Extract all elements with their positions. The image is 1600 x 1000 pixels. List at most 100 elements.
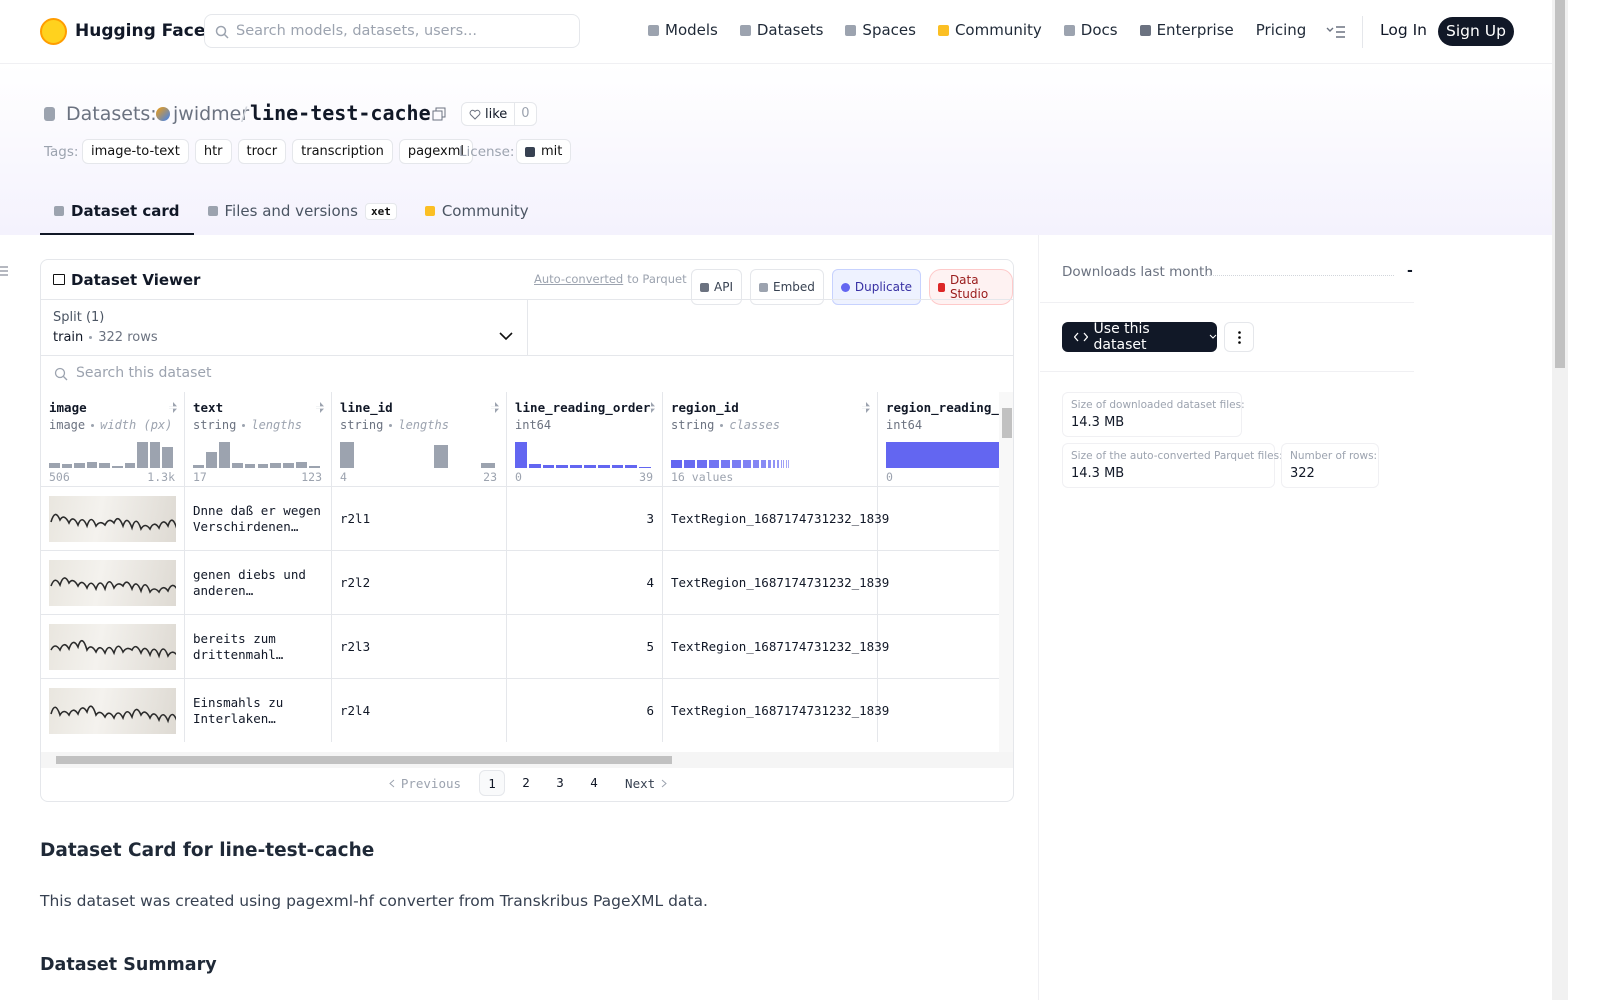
like-label: like — [485, 106, 508, 122]
tab[interactable]: Community — [411, 189, 543, 233]
chevron-path — [389, 779, 395, 787]
tabs: Dataset card Files and versions xet Communi… — [40, 189, 543, 235]
histogram-bar — [61, 464, 73, 468]
histogram — [515, 438, 653, 468]
nav-link[interactable]: Community — [937, 21, 1042, 39]
v-scrollbar[interactable] — [999, 392, 1013, 752]
histogram-bar — [283, 462, 295, 468]
section[interactable]: Datasets: — [66, 103, 157, 125]
page[interactable]: 3 — [556, 775, 564, 790]
previous[interactable]: Previous — [389, 776, 461, 791]
chevron[interactable] — [499, 332, 513, 341]
line-image[interactable] — [49, 623, 176, 670]
histogram-bar — [611, 464, 624, 468]
sort-icon[interactable] — [647, 402, 655, 413]
class-segment — [732, 460, 742, 468]
action-label: API — [714, 280, 733, 294]
login[interactable]: Log In — [1380, 21, 1428, 39]
column-type: string lengths — [340, 418, 498, 432]
stat-label: Number of rows: — [1290, 450, 1378, 462]
card-title: Dataset Card for line-test-cache — [40, 840, 375, 861]
like-count: 0 — [514, 103, 535, 125]
sort-icon[interactable] — [491, 402, 499, 413]
histogram-bar — [270, 462, 282, 468]
signup[interactable]: Sign Up — [1438, 17, 1514, 46]
use-dataset[interactable]: Use this dataset — [1062, 321, 1217, 353]
cell-value: 6 — [646, 703, 654, 718]
tag[interactable]: pagexml — [398, 139, 474, 164]
line-image[interactable] — [49, 495, 176, 542]
column-name[interactable]: text — [193, 400, 224, 415]
tag[interactable]: trocr — [237, 139, 287, 164]
nav-icon — [739, 24, 751, 36]
divider — [41, 355, 1013, 356]
line-image[interactable] — [49, 687, 176, 734]
chevron — [389, 779, 395, 787]
sort-icon[interactable] — [862, 402, 870, 413]
viewer-action[interactable]: Embed — [749, 269, 824, 305]
nav-link[interactable]: Models — [648, 21, 718, 39]
chevron-path — [661, 779, 667, 787]
page-scrollbar[interactable] — [1552, 0, 1568, 1000]
h-scrollbar[interactable] — [41, 752, 1013, 768]
more-button[interactable] — [1224, 322, 1254, 352]
dataset-search[interactable]: Search this dataset — [76, 365, 212, 381]
tab[interactable]: Dataset card — [40, 189, 194, 235]
nav-link-label: Docs — [1080, 21, 1118, 39]
page[interactable]: 2 — [522, 775, 530, 790]
tag[interactable]: htr — [194, 139, 232, 164]
auto-converted[interactable]: Auto-converted — [534, 272, 624, 286]
nav-link-label: Models — [665, 21, 718, 39]
tag[interactable]: transcription — [292, 139, 393, 164]
histogram-bar — [481, 462, 495, 468]
chevron — [661, 779, 667, 787]
sort-icon[interactable] — [316, 402, 324, 413]
column-name[interactable]: line_reading_order — [515, 400, 651, 415]
top-nav: Hugging Face Search models, datasets, us… — [0, 0, 1552, 64]
dotted-line — [1206, 275, 1394, 276]
search-placeholder: Search models, datasets, users... — [236, 23, 477, 39]
tag[interactable]: image-to-text — [82, 139, 189, 164]
nav-link[interactable]: Datasets — [739, 21, 823, 39]
page[interactable]: 4 — [590, 775, 598, 790]
scroll-thumb — [56, 756, 672, 764]
sort-icon[interactable] — [169, 402, 177, 413]
license[interactable]: mit — [516, 139, 572, 164]
line-image[interactable] — [49, 559, 176, 606]
next[interactable]: Next — [625, 776, 667, 791]
repo-name[interactable]: line-test-cache — [250, 101, 431, 125]
ink — [50, 513, 176, 531]
nav-icon — [1139, 24, 1151, 36]
column-name[interactable]: region_reading_order — [886, 400, 999, 415]
histogram-bar — [137, 442, 148, 468]
search-box[interactable]: Search models, datasets, users... — [204, 14, 580, 48]
logo[interactable] — [40, 18, 67, 45]
histogram-bar — [231, 462, 243, 468]
menu-icon[interactable] — [1326, 25, 1346, 39]
stat: width (px) — [100, 418, 173, 432]
viewer-action[interactable]: API — [691, 269, 742, 305]
tags-label: Tags: — [44, 144, 79, 160]
nav-link[interactable]: Pricing — [1256, 21, 1307, 39]
cell-value: bereits zum drittenmahl alhier… — [193, 630, 276, 662]
tab[interactable]: Files and versions xet — [194, 189, 411, 233]
tab-label: Files and versions — [224, 202, 358, 220]
column-name[interactable]: region_id — [671, 400, 739, 415]
like-button[interactable]: like 0 — [461, 102, 537, 126]
downloads-value: - — [1407, 263, 1413, 279]
toc-icon[interactable] — [0, 265, 10, 277]
histogram-bar — [584, 464, 596, 468]
histogram-bar — [542, 464, 555, 468]
page[interactable]: 1 — [479, 770, 506, 796]
column-name[interactable]: line_id — [340, 400, 393, 415]
brand[interactable]: Hugging Face — [75, 21, 206, 41]
nav-link[interactable]: Docs — [1063, 21, 1118, 39]
nav-link[interactable]: Spaces — [845, 21, 916, 39]
nav-link[interactable]: Enterprise — [1139, 21, 1234, 39]
action-icon — [840, 282, 850, 292]
copy-icon[interactable] — [432, 107, 446, 121]
split-select[interactable]: train 322 rows — [53, 330, 158, 345]
column-name[interactable]: image — [49, 400, 87, 415]
histogram-bar — [340, 442, 354, 468]
owner[interactable]: jwidmer — [173, 103, 250, 125]
